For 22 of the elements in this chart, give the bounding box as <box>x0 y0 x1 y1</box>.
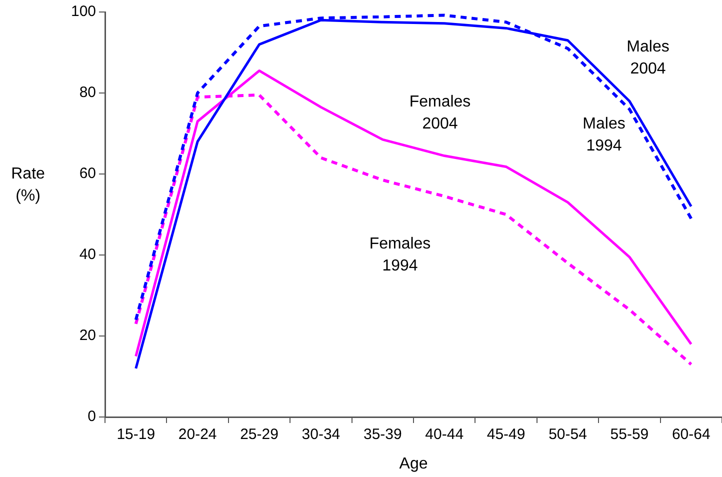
x-axis-title: Age <box>399 455 428 472</box>
annotation: Males 1994 <box>582 115 626 154</box>
x-tick-label: 25-29 <box>240 426 278 444</box>
y-tick-label: 0 <box>88 408 96 426</box>
annotation: Females 1994 <box>369 235 431 274</box>
x-tick-label: 50-54 <box>548 426 587 444</box>
annotation: Females 2004 <box>409 93 471 132</box>
x-tick-label: 30-34 <box>302 426 340 444</box>
y-tick-label: 40 <box>79 246 96 264</box>
x-tick-label: 60-64 <box>672 426 710 444</box>
y-tick-label: 100 <box>70 3 96 20</box>
y-tick-label: 80 <box>79 84 96 102</box>
y-tick-label: 60 <box>79 165 96 182</box>
x-tick-label: 45-49 <box>486 426 526 444</box>
x-tick-label: 55-59 <box>610 426 649 444</box>
y-axis-title: Rate (%) <box>11 165 45 204</box>
x-tick-label: 40-44 <box>425 426 464 444</box>
x-tick-label: 15-19 <box>116 426 156 444</box>
x-tick-label: 20-24 <box>178 426 217 444</box>
annotation: Males 2004 <box>626 38 670 78</box>
y-tick-label: 20 <box>79 327 96 344</box>
x-tick-label: 35-39 <box>363 426 402 444</box>
